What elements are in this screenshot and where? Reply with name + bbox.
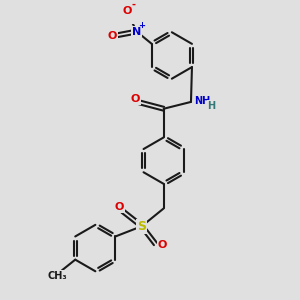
Text: NH: NH <box>194 95 211 106</box>
Text: S: S <box>137 220 146 233</box>
Text: -: - <box>131 0 135 10</box>
Text: O: O <box>107 31 117 41</box>
Text: O: O <box>122 6 132 16</box>
Text: +: + <box>138 21 145 30</box>
Text: CH₃: CH₃ <box>48 271 67 281</box>
Text: N: N <box>132 27 141 37</box>
Text: H: H <box>207 101 215 111</box>
Text: O: O <box>130 94 140 103</box>
Text: O: O <box>158 240 167 250</box>
Text: O: O <box>115 202 124 212</box>
